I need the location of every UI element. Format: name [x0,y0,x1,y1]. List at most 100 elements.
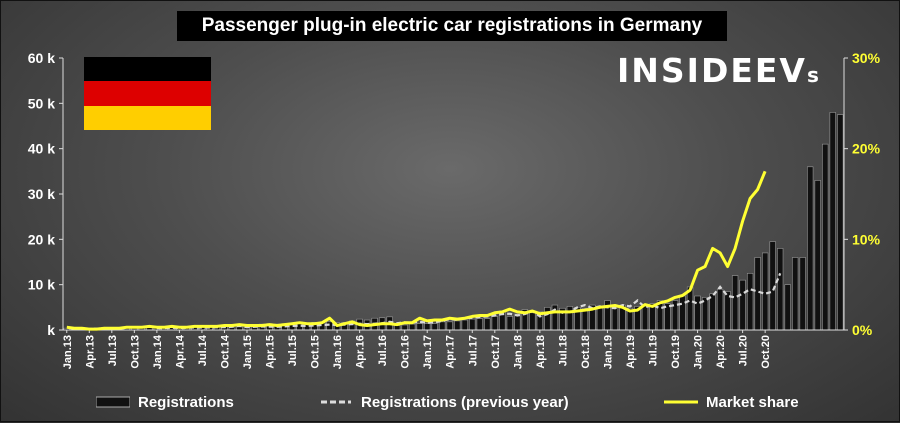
x-tick-label: Apr.20 [715,335,727,369]
legend-swatch-dashed [321,400,351,404]
bar [454,320,461,331]
germany-flag-icon [84,57,211,130]
bar [777,248,784,331]
brand-suffix: s [806,63,819,87]
bar [799,257,806,331]
x-tick-label: Jan.18 [512,335,524,369]
axes-layer: k 10 k 20 k 30 k 40 k 50 k 60 k 0% 10% 20% 30% Jan.… [28,50,881,369]
market-share-line [66,170,767,331]
x-tick-label: Apr.18 [535,335,547,369]
x-tick-label: Oct.13 [129,335,141,369]
bar [461,319,468,331]
bar [506,316,513,331]
x-tick-label: Jul.19 [648,335,660,366]
x-tick-label: Jul.15 [287,335,299,366]
bar [431,323,438,331]
x-tick-label: Oct.15 [310,335,322,369]
bar [544,307,551,331]
bar [416,323,423,331]
right-tick-label: 30% [852,50,881,66]
legend: Registrations Registrations (previous ye… [1,387,900,417]
left-tick-label: 40 k [28,141,55,157]
x-tick-label: Jul.18 [557,335,569,366]
bar [394,325,401,331]
bar [529,312,536,331]
bar [439,321,446,331]
left-tick-label: 50 k [28,95,55,111]
bar [326,321,333,331]
x-tick-label: Apr.14 [174,334,186,369]
bar [792,257,799,331]
bar [694,295,701,331]
flag-stripe-gold [84,105,211,130]
bar [424,323,431,331]
bar [491,316,498,331]
x-tick-label: Jul.14 [197,334,209,366]
x-tick-label: Jul.13 [107,335,119,366]
previous-year-line [156,272,782,330]
x-tick-label: Jan.15 [242,335,254,369]
legend-swatch-bar [96,396,130,408]
x-tick-label: Jan.14 [152,334,164,369]
x-tick-label: Jan.13 [62,335,74,369]
x-tick-label: Jan.17 [422,335,434,369]
x-tick-label: Apr.13 [84,335,96,369]
x-tick-label: Jan.19 [602,335,614,369]
bar [814,180,821,331]
bar [731,275,739,331]
bar [476,318,483,331]
bar [469,318,476,331]
left-tick-label: 30 k [28,186,55,202]
left-tick-label: k [47,322,55,338]
flag-stripe-black [84,57,211,82]
x-tick-label: Jul.20 [738,335,750,366]
x-tick-label: Oct.20 [760,335,772,369]
bars-layer [63,112,844,331]
bar [837,114,844,331]
bar [641,304,649,331]
x-tick-label: Apr.19 [625,335,637,369]
legend-label: Registrations (previous year) [361,393,569,411]
bar [596,306,604,331]
x-tick-label: Jan.20 [693,335,705,369]
bar [446,321,453,331]
insideevs-logo: INSIDEEVs [617,51,819,90]
legend-item-market-share: Market share [664,387,799,417]
bar [761,252,769,331]
bar [709,293,716,331]
bar [807,166,814,331]
x-tick-label: Oct.14 [220,334,232,369]
right-tick-label: 20% [852,141,881,157]
legend-label: Market share [706,393,799,411]
x-tick-label: Oct.17 [490,335,502,369]
bar [484,318,491,331]
x-tick-label: Jul.16 [377,335,389,366]
legend-item-registrations: Registrations [96,387,234,417]
flag-stripe-red [84,81,211,106]
bar [829,112,836,331]
x-tick-label: Jan.16 [332,335,344,369]
legend-item-previous-year: Registrations (previous year) [319,387,569,417]
x-tick-label: Oct.16 [400,335,412,369]
x-tick-label: Oct.18 [580,335,592,369]
left-tick-label: 20 k [28,231,55,247]
chart-title: Passenger plug-in electric car registrat… [177,11,727,41]
left-tick-label: 60 k [28,50,55,66]
x-tick-label: Apr.15 [265,335,277,369]
bar [784,284,791,331]
left-tick-label: 10 k [28,277,55,293]
x-tick-label: Jul.17 [467,335,479,366]
bar [611,307,619,331]
bar [754,257,761,331]
x-tick-label: Apr.16 [355,335,367,369]
bar [401,324,408,331]
right-tick-label: 0% [852,322,873,338]
brand-name: INSIDEEV [617,51,807,90]
bar [822,143,829,331]
bar [566,306,574,331]
legend-label: Registrations [138,393,234,411]
lines-layer [66,170,782,331]
bar [716,288,724,331]
